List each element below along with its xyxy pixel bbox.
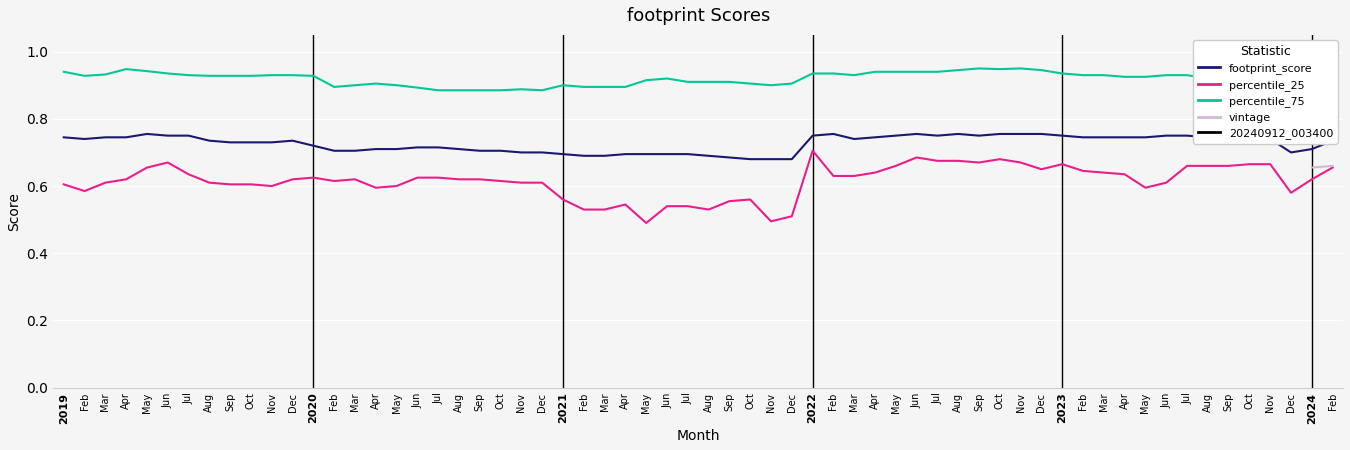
percentile_75	[1200, 76, 1216, 81]
percentile_75	[431, 88, 447, 93]
footprint_score	[55, 135, 72, 140]
percentile_75	[159, 71, 176, 76]
percentile_25	[639, 220, 655, 226]
Legend: footprint_score, percentile_25, percentile_75, vintage, 20240912_003400: footprint_score, percentile_25, percenti…	[1193, 40, 1338, 144]
percentile_25	[805, 148, 821, 153]
footprint_score	[327, 148, 343, 153]
percentile_25	[701, 207, 717, 212]
footprint_score	[701, 153, 717, 158]
percentile_75	[389, 82, 405, 88]
percentile_25	[867, 170, 883, 176]
percentile_75	[1324, 76, 1341, 81]
percentile_25	[1324, 165, 1341, 170]
footprint_score	[1200, 135, 1216, 140]
footprint_score	[867, 135, 883, 140]
percentile_25	[55, 182, 72, 187]
footprint_score	[181, 133, 197, 138]
Y-axis label: Score: Score	[7, 192, 22, 231]
percentile_25	[1200, 163, 1216, 169]
percentile_75	[971, 66, 987, 71]
Line: 20240912_003400: 20240912_003400	[1312, 166, 1332, 167]
footprint_score	[743, 157, 759, 162]
X-axis label: Month: Month	[676, 429, 720, 443]
20240912_003400	[1324, 163, 1341, 169]
percentile_75	[701, 79, 717, 85]
footprint_score	[139, 131, 155, 137]
Title: footprint Scores: footprint Scores	[626, 7, 769, 25]
percentile_75	[55, 69, 72, 75]
percentile_25	[159, 160, 176, 165]
Line: percentile_75: percentile_75	[63, 68, 1332, 90]
Line: percentile_25: percentile_25	[63, 151, 1332, 223]
footprint_score	[409, 145, 425, 150]
Line: footprint_score: footprint_score	[63, 134, 1332, 159]
percentile_75	[305, 73, 321, 79]
20240912_003400	[1304, 165, 1320, 170]
footprint_score	[1324, 138, 1341, 144]
percentile_25	[305, 175, 321, 180]
percentile_75	[846, 72, 863, 78]
percentile_25	[389, 183, 405, 189]
